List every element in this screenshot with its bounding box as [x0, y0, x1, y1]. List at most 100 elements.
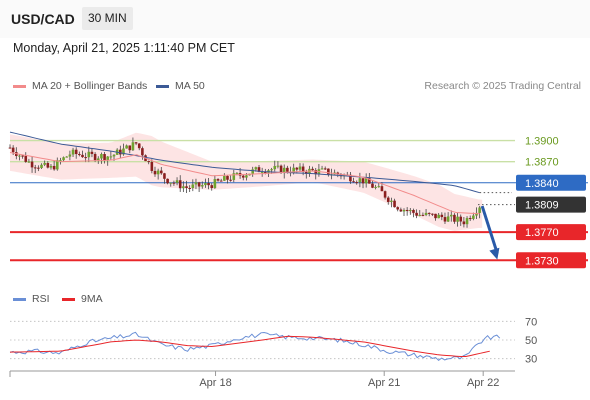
legend-ma20: MA 20 + Bollinger Bands	[13, 80, 147, 92]
candle-body	[27, 161, 31, 163]
candle-body	[311, 168, 314, 171]
candle-body	[453, 214, 456, 222]
candle-body	[409, 209, 412, 211]
candle-body	[386, 197, 390, 202]
candle-body	[65, 156, 69, 158]
candle-body	[396, 207, 399, 210]
candle-body	[52, 165, 56, 170]
candle-body	[399, 209, 403, 212]
level-label-1.3809: 1.3809	[525, 200, 559, 212]
candle-body	[273, 166, 277, 170]
candle-body	[8, 147, 12, 149]
candle-body	[125, 145, 128, 149]
candle-body	[163, 173, 166, 179]
candle-body	[286, 167, 289, 172]
candle-body	[434, 213, 437, 219]
candle-body	[449, 214, 453, 217]
candle-body	[390, 200, 393, 202]
candle-body	[128, 145, 132, 151]
rsi-tick-70: 70	[525, 316, 537, 328]
level-label-1.3840: 1.3840	[525, 178, 559, 190]
candle-body	[90, 151, 94, 154]
candle-body	[100, 154, 103, 159]
legend-ma9-label: 9MA	[81, 293, 103, 305]
candle-body	[153, 170, 157, 175]
candle-body	[427, 212, 431, 214]
candle-body	[462, 221, 466, 225]
rsi-swatch	[13, 297, 26, 301]
bollinger-band	[10, 132, 483, 231]
credit-label: Research © 2025 Trading Central	[424, 80, 581, 92]
candle-body	[279, 165, 283, 174]
candle-body	[229, 179, 232, 181]
forecast-arrow-shaft	[480, 205, 499, 255]
candle-body	[81, 154, 84, 158]
candle-body	[232, 173, 236, 180]
candle-body	[349, 174, 352, 182]
legend-ma20-label: MA 20 + Bollinger Bands	[32, 80, 148, 92]
candle-body	[402, 209, 406, 212]
candle-body	[440, 214, 444, 218]
candle-body	[446, 216, 450, 222]
candle-body	[87, 151, 91, 158]
candle-body	[405, 209, 409, 211]
timeframe-badge[interactable]: 30 MIN	[82, 7, 133, 30]
ma50-swatch	[156, 84, 169, 88]
level-label-1.3770: 1.3770	[525, 227, 559, 239]
candle-body	[74, 149, 78, 155]
candle-body	[412, 209, 415, 213]
chart-header: USD/CAD 30 MIN	[0, 0, 590, 38]
x-tick-label-Apr 18: Apr 18	[199, 377, 231, 389]
candle-body	[443, 217, 447, 222]
symbol-title: USD/CAD	[11, 11, 75, 27]
candle-body	[226, 176, 229, 180]
candle-body	[106, 156, 110, 161]
candle-body	[109, 156, 113, 158]
candle-body	[71, 149, 75, 155]
candle-body	[361, 178, 365, 184]
candle-body	[134, 142, 138, 144]
candle-body	[219, 180, 223, 182]
candle-body	[78, 154, 81, 156]
candle-body	[37, 167, 40, 169]
candle-body	[194, 182, 198, 185]
ma9-swatch	[62, 297, 75, 301]
candle-body	[200, 185, 204, 187]
legend-ma9: 9MA	[62, 293, 103, 305]
candle-body	[30, 161, 34, 168]
rsi-tick-30: 30	[525, 354, 537, 366]
candle-body	[147, 161, 150, 163]
candle-body	[355, 182, 359, 184]
candle-body	[251, 169, 255, 174]
candle-body	[292, 167, 295, 173]
legend-ma50-label: MA 50	[175, 80, 205, 92]
candle-body	[103, 154, 106, 161]
level-label-1.3870: 1.3870	[525, 157, 559, 169]
candle-body	[40, 164, 43, 168]
candle-body	[68, 154, 72, 157]
candle-body	[112, 154, 116, 157]
candle-body	[49, 165, 53, 168]
level-tag-1.3770	[516, 224, 586, 241]
candle-body	[166, 178, 169, 184]
candle-body	[327, 168, 330, 175]
legend-ma50: MA 50	[156, 80, 205, 92]
candle-body	[59, 160, 62, 162]
candle-body	[191, 184, 195, 189]
rsi-ma-line	[9, 335, 490, 357]
candle-body	[11, 147, 15, 153]
candle-body	[84, 157, 87, 159]
level-tag-1.3809	[516, 196, 586, 213]
candle-body	[364, 178, 368, 184]
candle-body	[314, 170, 318, 175]
candle-body	[46, 163, 50, 168]
candle-body	[62, 157, 65, 161]
candle-body	[21, 155, 24, 157]
candle-body	[456, 216, 459, 222]
candle-body	[159, 170, 163, 174]
candle-body	[213, 179, 217, 189]
candle-body	[185, 186, 188, 188]
candle-body	[33, 167, 37, 169]
candle-body	[424, 212, 428, 215]
